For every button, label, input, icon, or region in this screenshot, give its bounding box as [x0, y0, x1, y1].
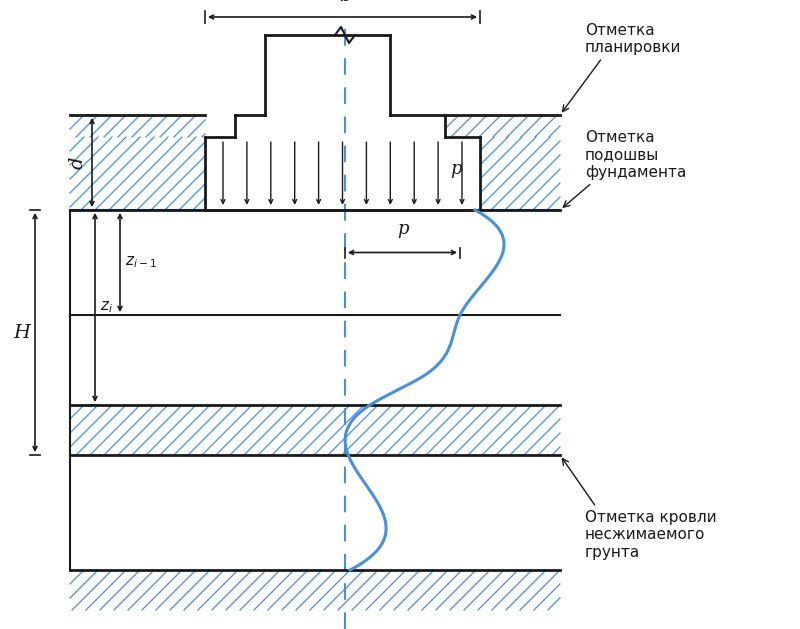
Text: p: p: [450, 160, 462, 177]
Text: b: b: [338, 0, 351, 5]
Text: H: H: [13, 323, 30, 342]
Text: Отметка кровли
несжимаемого
грунта: Отметка кровли несжимаемого грунта: [562, 459, 717, 560]
Text: p: p: [397, 221, 408, 238]
Text: d: d: [69, 156, 87, 169]
Text: Отметка
подошвы
фундамента: Отметка подошвы фундамента: [563, 130, 686, 207]
Text: Отметка
планировки: Отметка планировки: [562, 23, 682, 111]
Text: $z_i$: $z_i$: [100, 299, 113, 315]
Text: $z_{i-1}$: $z_{i-1}$: [125, 255, 157, 270]
